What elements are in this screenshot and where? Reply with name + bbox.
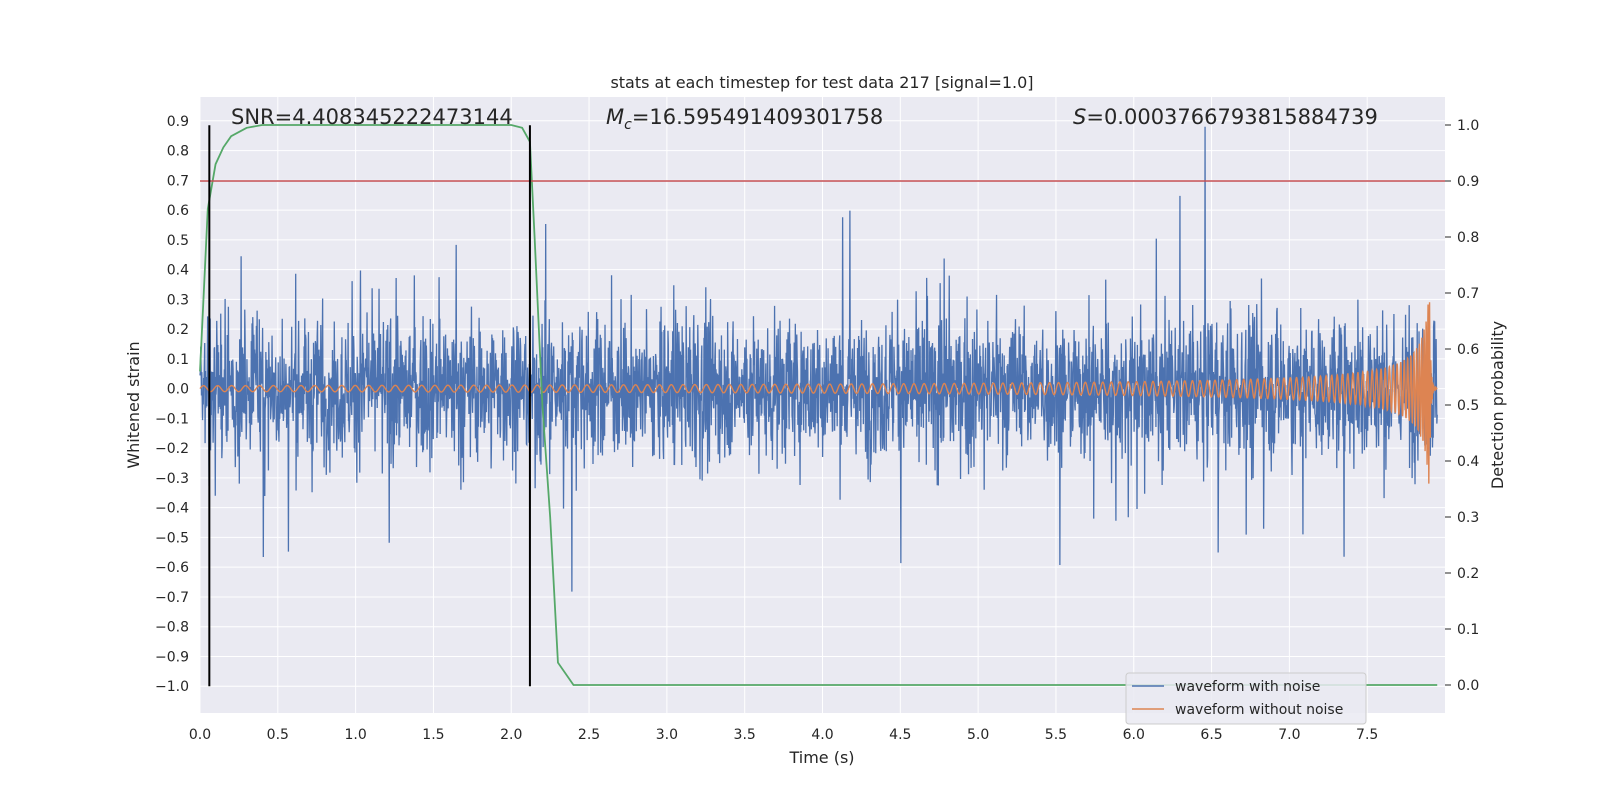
x-tick-label: 6.5 <box>1200 727 1222 743</box>
x-tick-label: 1.5 <box>422 727 444 743</box>
y-right-tick-label: 0.6 <box>1457 342 1479 358</box>
annotation-mc-subscript: c <box>624 117 632 133</box>
series-waveform-without-noise <box>199 302 1438 484</box>
y-left-tick-label: −0.8 <box>155 620 189 636</box>
x-tick-label: 1.0 <box>344 727 366 743</box>
y-left-tick-label: 0.8 <box>167 144 189 160</box>
x-tick-label: 7.5 <box>1356 727 1378 743</box>
x-axis-label: Time (s) <box>788 748 854 767</box>
y-right-tick-label: 0.8 <box>1457 230 1479 246</box>
y-right-tick-label: 0.9 <box>1457 174 1479 190</box>
x-tick-label: 0.0 <box>189 727 211 743</box>
y-left-tick-label: −0.5 <box>155 530 189 546</box>
y-left-tick-label: −0.1 <box>155 411 189 427</box>
y-left-tick-label: 0.4 <box>167 263 189 279</box>
y-right-tick-label: 0.4 <box>1457 454 1479 470</box>
detection-probability-line <box>199 124 1438 686</box>
x-tick-label: 5.5 <box>1045 727 1067 743</box>
y-left-tick-label: 0.1 <box>167 352 189 368</box>
annotation-mc-symbol: M <box>606 105 624 129</box>
y-left-tick-label: −0.2 <box>155 441 189 457</box>
y-right-tick-label: 0.5 <box>1457 398 1479 414</box>
y-left-tick-label: 0.5 <box>167 233 189 249</box>
y-left-tick-label: −0.9 <box>155 649 189 665</box>
annotation-s: S=0.0003766793815884739 <box>1073 105 1378 129</box>
y-right-tick-label: 0.7 <box>1457 286 1479 302</box>
y-left-tick-label: 0.7 <box>167 173 189 189</box>
legend-box <box>1125 672 1367 725</box>
chart-title: stats at each timestep for test data 217… <box>610 73 1033 92</box>
annotation-s-symbol: S <box>1073 105 1086 129</box>
y-left-tick-label: 0.2 <box>167 322 189 338</box>
tick-labels: 0.0 0.5 1.0 1.5 2.0 2.5 3.0 3.5 4.0 4.5 5.0 5.5 6.0 6… <box>155 114 1479 743</box>
y-left-tick-label: 0.9 <box>167 114 189 130</box>
y-left-tick-label: −0.7 <box>155 590 189 606</box>
x-tick-label: 0.5 <box>267 727 289 743</box>
x-tick-label: 7.0 <box>1278 727 1300 743</box>
x-tick-label: 5.0 <box>967 727 989 743</box>
y-left-tick-label: −1.0 <box>155 679 189 695</box>
y-axis-label-right: Detection probability <box>1488 321 1507 489</box>
y-left-tick-label: 0.3 <box>167 292 189 308</box>
annotation-mc-value: =16.595491409301758 <box>632 105 883 129</box>
chirp-waveform-line <box>199 302 1438 484</box>
y-right-tick-label: 1.0 <box>1457 118 1479 134</box>
y-left-tick-label: 0.6 <box>167 203 189 219</box>
x-tick-label: 4.5 <box>889 727 911 743</box>
legend-label-chirp: waveform without noise <box>1175 702 1343 718</box>
x-tick-label: 3.5 <box>734 727 756 743</box>
y-axis-label-left: Whitened strain <box>124 341 143 468</box>
legend-label-noise: waveform with noise <box>1175 679 1320 695</box>
y-left-tick-label: −0.6 <box>155 560 189 576</box>
annotation-mc: Mc=16.595491409301758 <box>606 105 883 133</box>
x-tick-label: 3.0 <box>656 727 678 743</box>
x-tick-label: 2.0 <box>500 727 522 743</box>
y-left-tick-label: 0.0 <box>167 382 189 398</box>
series-waveform-with-noise <box>199 126 1438 592</box>
y-right-tick-label: 0.1 <box>1457 622 1479 638</box>
x-tick-label: 4.0 <box>811 727 833 743</box>
y-left-tick-label: −0.3 <box>155 471 189 487</box>
noise-waveform-line <box>199 126 1438 592</box>
legend: waveform with noise waveform without noi… <box>1125 672 1367 725</box>
x-tick-label: 2.5 <box>578 727 600 743</box>
x-tick-label: 6.0 <box>1123 727 1145 743</box>
y-right-tick-label: 0.2 <box>1457 566 1479 582</box>
series-detection-probability <box>199 124 1438 686</box>
vertical-markers <box>208 125 531 687</box>
y-left-tick-label: −0.4 <box>155 501 189 517</box>
y-right-tick-label: 0.0 <box>1457 678 1479 694</box>
annotation-snr: SNR=4.408345222473144 <box>231 105 513 129</box>
y-right-tick-label: 0.3 <box>1457 510 1479 526</box>
annotation-s-value: =0.0003766793815884739 <box>1086 105 1378 129</box>
